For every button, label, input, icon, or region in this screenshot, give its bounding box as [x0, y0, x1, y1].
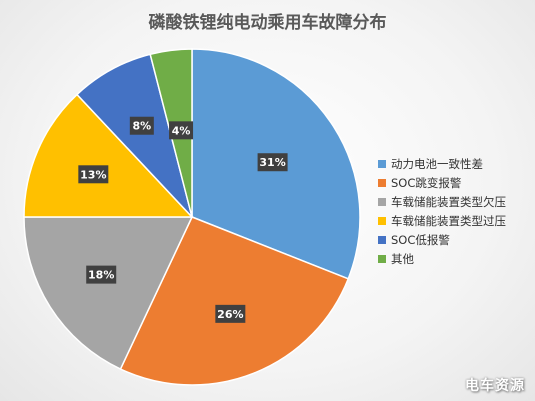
legend-label-1: SOC跳变报警: [391, 175, 462, 190]
legend-swatch-5: [378, 254, 386, 263]
data-label-4: 8%: [132, 120, 151, 133]
data-label-5: 4%: [172, 124, 191, 137]
legend-item-0: 动力电池一致性差: [378, 154, 506, 173]
legend-swatch-1: [378, 178, 386, 187]
legend-item-4: SOC低报警: [378, 230, 506, 249]
data-label-box-1: [215, 304, 246, 323]
pie-slice-2: [23, 216, 194, 371]
legend-swatch-0: [378, 159, 386, 168]
pie-slice-3: [23, 93, 194, 218]
legend-item-2: 车载储能装置类型欠压: [378, 192, 506, 211]
data-label-box-5: [169, 121, 194, 140]
pie-slice-1: [119, 216, 350, 386]
data-label-box-4: [129, 116, 154, 135]
chart-legend: 动力电池一致性差 SOC跳变报警车载储能装置类型欠压 车载储能装置类型过压 SOC低报…: [378, 154, 506, 268]
data-label-0: 31%: [259, 156, 285, 169]
data-label-3: 13%: [80, 168, 106, 181]
legend-item-5: 其他: [378, 249, 506, 268]
legend-label-4: SOC低报警: [391, 232, 450, 247]
watermark: 电车资源: [465, 378, 525, 394]
legend-label-0: 动力电池一致性差: [391, 156, 483, 171]
chart-title: 磷酸铁锂纯电动乘用车故障分布: [148, 13, 387, 33]
legend-label-3: 车载储能装置类型过压: [391, 213, 506, 228]
data-label-box-2: [86, 265, 117, 284]
legend-swatch-2: [378, 197, 386, 206]
data-label-1: 26%: [217, 308, 243, 321]
legend-swatch-4: [378, 235, 386, 244]
legend-swatch-3: [378, 216, 386, 225]
legend-item-3: 车载储能装置类型过压: [378, 211, 506, 230]
legend-item-1: SOC跳变报警: [378, 173, 506, 192]
data-label-box-0: [257, 153, 288, 172]
legend-label-2: 车载储能装置类型欠压: [391, 194, 506, 209]
legend-label-5: 其他: [391, 251, 414, 266]
data-label-2: 18%: [88, 269, 114, 282]
data-label-box-3: [78, 165, 109, 184]
